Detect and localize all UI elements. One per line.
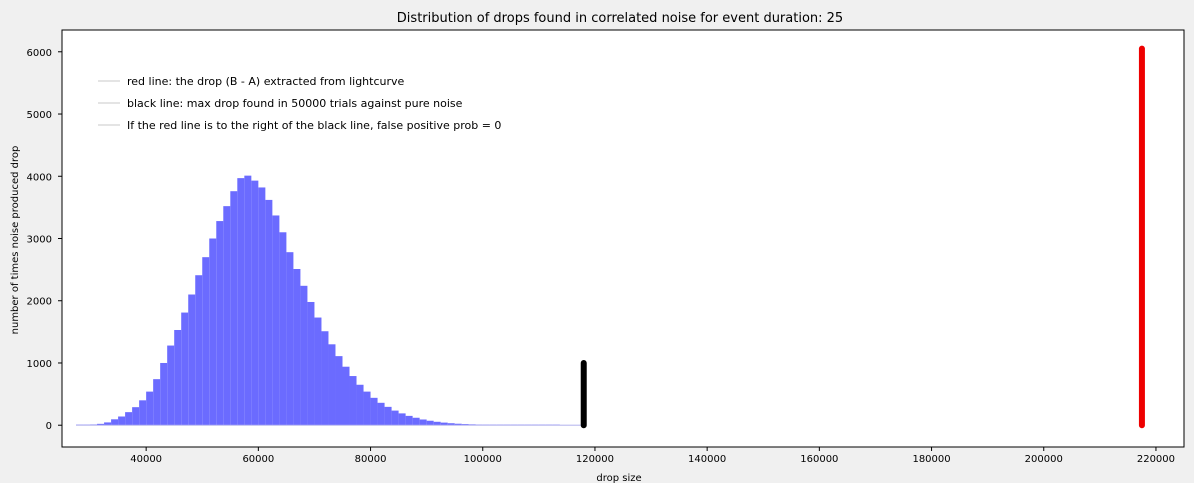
histogram-bar — [447, 423, 455, 426]
histogram-bar — [321, 331, 329, 426]
histogram-bar — [258, 187, 266, 426]
legend-entry: black line: max drop found in 50000 tria… — [127, 97, 463, 110]
x-tick-label: 140000 — [688, 454, 726, 465]
histogram-bar — [328, 344, 336, 426]
x-tick-label: 180000 — [912, 454, 950, 465]
histogram-bar — [174, 329, 182, 426]
chart-title: Distribution of drops found in correlate… — [397, 11, 843, 26]
histogram-bar — [153, 379, 161, 426]
histogram-bar — [244, 175, 252, 426]
histogram-bar — [188, 294, 196, 426]
histogram-bar — [398, 413, 406, 426]
histogram-bar — [391, 410, 399, 426]
histogram-bar — [132, 407, 140, 426]
histogram-bar — [433, 421, 441, 426]
x-tick-label: 200000 — [1025, 454, 1063, 465]
histogram-bar — [356, 384, 364, 426]
histogram-bar — [265, 199, 273, 426]
histogram-bar — [146, 391, 154, 426]
histogram-bar — [125, 412, 133, 426]
histogram-bar — [405, 415, 413, 426]
y-tick-label: 4000 — [27, 172, 52, 183]
histogram-bar — [293, 269, 301, 426]
histogram-bar — [223, 206, 231, 426]
histogram-bar — [440, 422, 448, 426]
y-tick-label: 0 — [46, 421, 52, 432]
histogram-bar — [461, 424, 469, 426]
x-tick-label: 120000 — [576, 454, 614, 465]
histogram-bar — [335, 356, 343, 426]
histogram-bar — [104, 422, 112, 426]
x-axis-ticks: 40000 60000 80000 100000 120000 140000 160000 1… — [130, 447, 1175, 465]
histogram-bar — [118, 416, 126, 426]
histogram-bar — [412, 417, 420, 426]
x-tick-label: 80000 — [355, 454, 387, 465]
x-tick-label: 160000 — [800, 454, 838, 465]
histogram-bar — [342, 366, 350, 426]
histogram-bar — [349, 376, 357, 426]
histogram-bars — [76, 175, 581, 426]
histogram-bar — [300, 285, 308, 426]
histogram-bar — [167, 345, 175, 426]
histogram-bar — [209, 238, 217, 426]
histogram-bar — [216, 221, 224, 426]
histogram-bar — [230, 191, 238, 426]
y-tick-label: 3000 — [27, 235, 52, 246]
histogram-bar — [111, 419, 119, 426]
histogram-bar — [377, 402, 385, 426]
histogram-bar — [237, 178, 245, 426]
histogram-bar — [419, 419, 427, 426]
histogram-bar — [426, 420, 434, 426]
x-tick-label: 220000 — [1137, 454, 1175, 465]
histogram-bar — [251, 180, 259, 426]
histogram-bar — [195, 275, 203, 426]
legend: red line: the drop (B - A) extracted fro… — [98, 75, 501, 132]
x-tick-label: 60000 — [242, 454, 274, 465]
histogram-bar — [202, 257, 210, 426]
marker-lines — [580, 45, 1145, 429]
y-axis-label: number of times noise produced drop — [10, 146, 21, 335]
x-tick-label: 40000 — [130, 454, 162, 465]
legend-entry: If the red line is to the right of the b… — [127, 119, 501, 132]
histogram-bar — [370, 397, 378, 426]
x-tick-label: 100000 — [464, 454, 502, 465]
histogram-bar — [181, 312, 189, 426]
histogram-bar — [97, 423, 105, 426]
histogram-bar — [363, 391, 371, 426]
histogram-bar — [139, 400, 147, 426]
y-tick-label: 1000 — [27, 359, 52, 370]
histogram-bar — [286, 252, 294, 426]
histogram-bar — [272, 215, 280, 426]
y-tick-label: 6000 — [27, 48, 52, 59]
y-axis-ticks: 0 1000 2000 3000 4000 5000 6000 — [27, 48, 62, 432]
y-tick-label: 5000 — [27, 110, 52, 121]
histogram-bar — [160, 362, 168, 426]
histogram-bar — [307, 301, 315, 426]
legend-entry: red line: the drop (B - A) extracted fro… — [127, 75, 405, 88]
histogram-bar — [279, 232, 287, 426]
histogram-bar — [454, 423, 462, 426]
y-tick-label: 2000 — [27, 297, 52, 308]
x-axis-label: drop size — [596, 473, 641, 483]
histogram-bar — [314, 317, 322, 426]
histogram-bar — [384, 406, 392, 426]
